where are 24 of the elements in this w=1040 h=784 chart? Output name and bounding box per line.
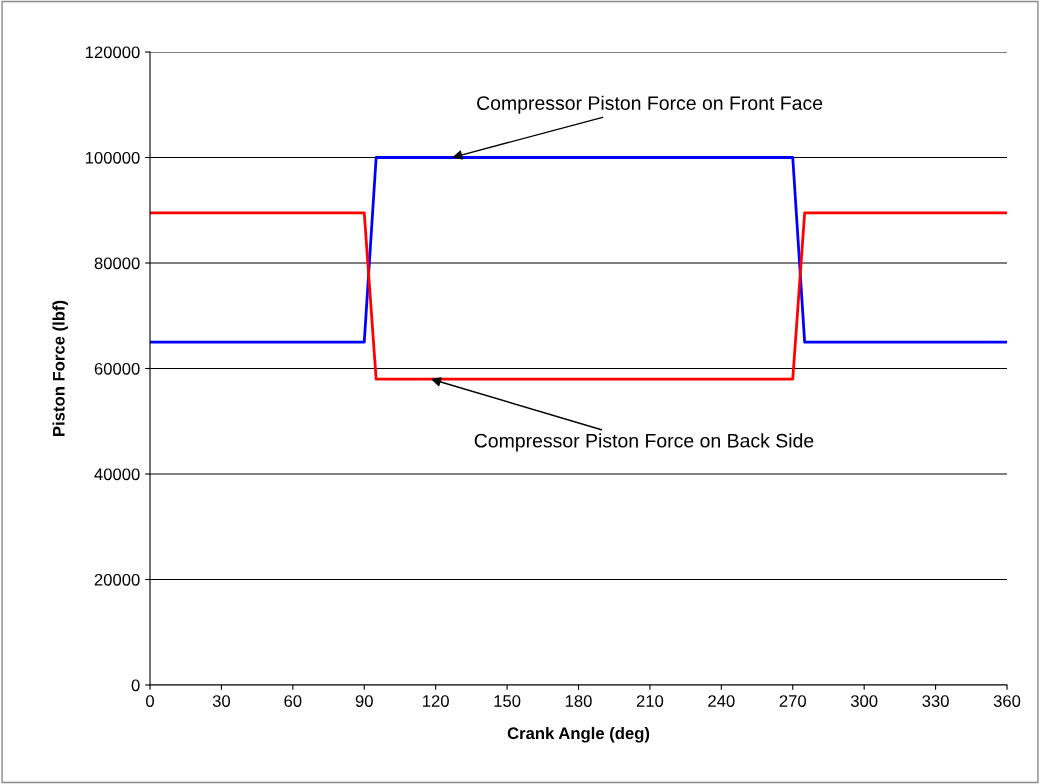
y-tick-label: 60000 [94,362,140,375]
x-tick-label: 150 [494,695,521,707]
y-tick-label: 0 [131,679,140,692]
x-tick-label: 60 [284,695,302,707]
x-axis-title: Crank Angle (deg) [507,726,650,743]
x-tick-label: 120 [423,695,449,707]
y-tick-label: 120000 [85,46,140,59]
x-tick-label: 90 [355,695,373,707]
x-tick-label: 300 [850,695,878,707]
y-tick-label: 100000 [85,151,140,164]
x-tick-label: 180 [565,695,592,707]
x-tick-label: 210 [636,695,664,707]
y-tick-label: 40000 [94,468,140,481]
y-axis-title: Piston Force (lbf) [52,300,68,436]
x-tick-label: 270 [779,695,806,707]
annotation: Compressor Piston Force on Back Side [474,433,814,452]
x-tick-label: 30 [212,695,231,707]
x-tick-label: 360 [993,695,1021,707]
x-tick-label: 330 [922,695,949,707]
y-tick-label: 20000 [94,573,140,586]
x-tick-label: 0 [146,695,154,707]
annotation: Compressor Piston Force on Front Face [477,95,823,114]
y-tick-label: 80000 [94,257,140,270]
x-tick-label: 240 [708,695,735,707]
